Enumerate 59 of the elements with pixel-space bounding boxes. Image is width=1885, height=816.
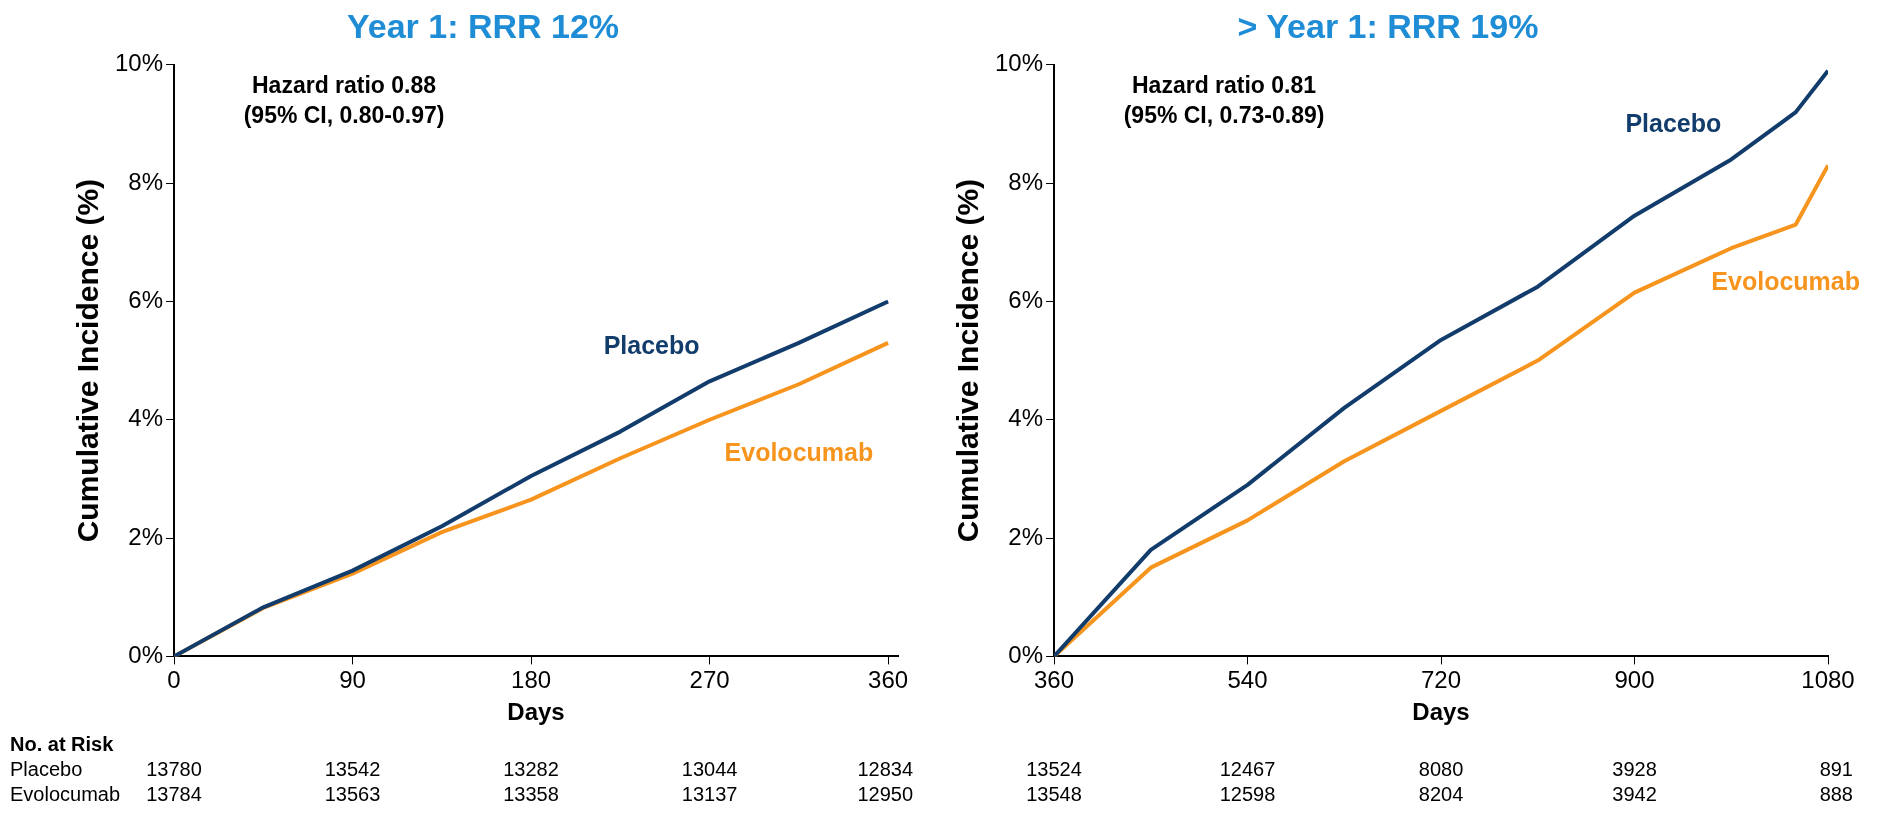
x-tick-label: 720 <box>1420 666 1462 694</box>
y-tick-label: 2% <box>1008 522 1044 550</box>
series-label: Placebo <box>1625 108 1722 137</box>
y-tick-label: 8% <box>128 167 164 195</box>
text: 8080 <box>1418 757 1464 780</box>
series-label: Evolocumab <box>724 438 874 467</box>
text: 12950 <box>857 782 914 805</box>
text: 13784 <box>146 782 202 805</box>
y-tick-label: 0% <box>1008 641 1044 669</box>
x-tick-label: 90 <box>339 666 366 694</box>
x-tick-label: 270 <box>689 666 730 694</box>
text: 12467 <box>1219 757 1276 780</box>
x-tick-label: 900 <box>1614 666 1655 694</box>
x-tick-label: 540 <box>1227 666 1268 694</box>
text: 13548 <box>1026 782 1082 805</box>
text: Placebo <box>10 757 83 780</box>
chart-title: > Year 1: RRR 19% <box>1237 6 1539 45</box>
x-tick-label: 360 <box>868 666 909 694</box>
y-tick-label: 4% <box>128 404 164 432</box>
text: 3942 <box>1612 782 1657 805</box>
y-tick-label: 6% <box>128 286 164 314</box>
text: 8204 <box>1418 782 1464 805</box>
text: 13282 <box>503 757 559 780</box>
x-axis-title: Days <box>507 698 565 726</box>
text: 891 <box>1819 757 1853 780</box>
chart-title: Year 1: RRR 12% <box>346 6 620 45</box>
text: 13542 <box>324 757 381 780</box>
y-axis-title: Cumulative Incidence (%) <box>951 178 985 543</box>
y-axis-title: Cumulative Incidence (%) <box>71 178 105 543</box>
text: 13780 <box>146 757 202 780</box>
text: No. at Risk <box>10 732 115 755</box>
annotation: (95% CI, 0.80-0.97) <box>243 101 445 128</box>
y-tick-label: 0% <box>128 641 164 669</box>
y-tick-label: 10% <box>114 49 164 77</box>
text: 888 <box>1819 782 1853 805</box>
x-axis-title: Days <box>1412 698 1470 726</box>
y-tick-label: 6% <box>1008 286 1044 314</box>
annotation: (95% CI, 0.73-0.89) <box>1123 101 1325 128</box>
text: 13358 <box>503 782 559 805</box>
series-label: Placebo <box>603 330 700 359</box>
annotation: Hazard ratio 0.88 <box>251 71 437 98</box>
text: 13563 <box>324 782 381 805</box>
x-tick-label: 1080 <box>1801 666 1855 694</box>
x-tick-label: 0 <box>167 666 181 694</box>
y-tick-label: 8% <box>1008 167 1044 195</box>
text: 12834 <box>857 757 914 780</box>
text: 3928 <box>1612 757 1657 780</box>
text: 13524 <box>1026 757 1082 780</box>
series-label: Evolocumab <box>1711 266 1861 295</box>
x-tick-label: 360 <box>1034 666 1075 694</box>
text: Evolocumab <box>10 782 121 805</box>
y-tick-label: 10% <box>994 49 1044 77</box>
x-tick-label: 180 <box>511 666 552 694</box>
y-tick-label: 2% <box>128 522 164 550</box>
annotation: Hazard ratio 0.81 <box>1131 71 1317 98</box>
text: 12598 <box>1219 782 1276 805</box>
text: 13044 <box>681 757 738 780</box>
text: 13137 <box>681 782 738 805</box>
y-tick-label: 4% <box>1008 404 1044 432</box>
